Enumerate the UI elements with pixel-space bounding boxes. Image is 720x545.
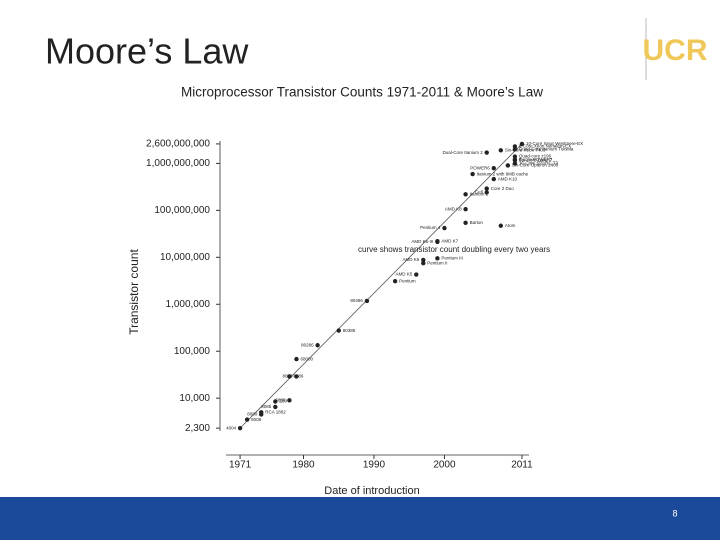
point-label: Dual-Core Itanium 2 [442,150,483,155]
data-point [287,398,292,403]
data-point [484,186,489,191]
point-label: 8-Core Xeon Nehalem-EX [519,144,571,149]
data-point [498,223,504,228]
y-tick-label: 2,300 [185,423,210,434]
x-tick-label: 2011 [511,460,533,471]
point-label: 80386 [343,328,356,333]
data-point [244,417,250,422]
data-point [237,425,243,431]
data-point [392,278,398,284]
point-label: 16-Core SPARC T3 [519,161,559,166]
data-point [491,166,496,171]
data-point [512,161,518,166]
point-label: Atom [505,223,516,228]
point-label: AMD K10 [498,176,518,181]
point-label: AMD K7 [441,238,458,243]
y-tick-label: 2,600,000,000 [146,139,210,150]
y-tick-label: 100,000,000 [154,205,210,216]
point-label: 6809 [275,398,286,403]
data-point [470,171,475,177]
annotation: curve shows transistor count doubling ev… [358,245,550,254]
point-label: Pentium 4 [420,225,441,230]
point-label: AMD K6-III [411,239,433,244]
point-label: AMD K6 [403,257,420,262]
point-label: AMD K5 [395,272,412,277]
x-tick-label: 1980 [292,460,315,471]
point-label: Z80 [279,399,287,404]
point-label: Six-Core Opteron 2400 [512,163,559,168]
data-point [287,374,292,379]
y-tick-label: 100,000 [174,346,211,357]
data-point [294,356,299,362]
chart-title: Microprocessor Transistor Counts 1971-20… [181,85,543,100]
data-point [364,298,370,304]
point-label: AMD K8 [445,206,462,211]
data-point [442,225,447,231]
data-point [463,206,468,212]
point-label: Six-Core Core i7 [519,157,553,162]
data-point [505,163,511,168]
data-point [512,157,518,162]
point-label: Pentium II [427,260,447,265]
point-label: Pentium III [441,256,463,261]
y-tick-label: 10,000,000 [160,252,210,263]
point-label: 8086 [293,374,304,379]
logo: UCR [643,34,708,67]
point-label: Itanium 2 [470,191,489,196]
data-point [421,257,426,263]
point-label: POWER6 [470,165,490,170]
x-axis-label: Date of introduction [324,485,419,497]
point-label: Six-Core Xeon 7400 [505,148,546,153]
point-label: 8-core POWER7 [519,157,553,162]
x-tick-label: 1990 [363,460,386,471]
data-point [512,154,518,159]
point-label: RCA 1802 [265,410,286,415]
point-label: 8088 [282,374,293,379]
point-label: 10-Core Xeon Westmere-EX [526,141,583,146]
data-point [512,144,518,149]
data-point [273,404,278,410]
y-axis-label: Transistor count [127,249,141,335]
data-point [259,410,264,415]
point-label: Quad-core z196 [519,154,552,159]
data-point [315,343,320,348]
data-point [273,399,278,404]
data-point [435,256,440,261]
footer-bar [0,497,720,540]
point-label: 8080 [247,412,258,417]
point-label: 80486 [350,298,363,303]
point-label: 80286 [301,342,314,347]
point-label: 8085 [261,404,272,409]
data-point [463,192,468,197]
data-point [435,239,440,244]
data-point [498,148,504,153]
data-point [491,176,496,182]
y-tick-label: 10,000 [179,393,210,404]
x-tick-label: 1971 [229,460,252,471]
point-label: 4004 [226,425,237,430]
point-label: Quad-Core Itanium Tukwila [519,146,574,151]
page-number: 8 [672,508,677,518]
data-point [294,374,299,379]
data-point [336,328,341,333]
y-tick-label: 1,000,000 [166,299,211,310]
y-tick-label: 1,000,000,000 [146,158,210,169]
point-label: Pentium [399,278,416,283]
point-label: Cell [475,190,483,195]
point-label: Barton [470,220,484,225]
slide-title: Moore’s Law [45,31,249,72]
data-point [463,220,468,226]
data-point [519,141,525,147]
trend-line [239,143,523,429]
data-point [484,150,489,155]
point-label: 68000 [300,356,313,361]
point-label: Itanium 2 with 9MB cache [477,171,529,176]
x-tick-label: 2000 [433,460,456,471]
point-label: Core 2 Duo [491,186,515,191]
data-point [421,260,426,266]
data-point [484,190,489,195]
data-point [414,272,419,277]
point-label: 8008 [251,417,262,422]
